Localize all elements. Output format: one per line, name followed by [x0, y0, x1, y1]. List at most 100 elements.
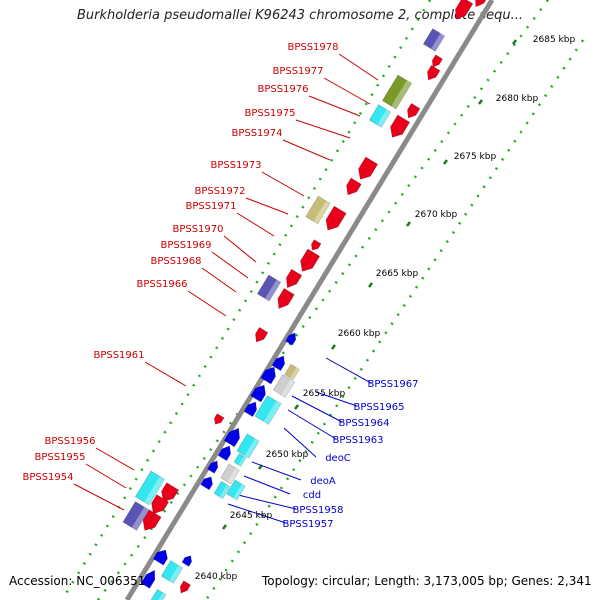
gene-feature: [134, 470, 166, 506]
gene-feature: [368, 104, 392, 128]
leader-line: [73, 483, 125, 511]
leader-line: [211, 251, 249, 279]
gc-track-1: [204, 39, 585, 600]
scale-tick: [294, 404, 299, 410]
gene-feature: [200, 476, 213, 491]
leader-line: [325, 357, 372, 384]
leader-line: [223, 235, 257, 263]
gene-feature: [272, 374, 296, 398]
gene-feature: [161, 482, 180, 503]
scale-labels: 2685 kbp 2680 kbp 2675 kbp 2670 kbp 2665 kbp…: [195, 35, 576, 582]
gene-feature: [122, 501, 150, 531]
gene-label-deoc: deoC: [325, 453, 351, 464]
gene-feature: [285, 332, 297, 346]
leader-line: [287, 409, 337, 440]
gene-label-bpss1976: BPSS1976: [257, 84, 308, 95]
gene-labels: BPSS1978 BPSS1977 BPSS1976 BPSS1975 BPSS1974…: [22, 42, 418, 530]
leader-line: [282, 139, 331, 161]
leader-line: [283, 427, 317, 458]
gene-feature: [236, 433, 260, 459]
gene-label-bpss1968: BPSS1968: [150, 256, 201, 267]
gene-feature: [286, 268, 303, 289]
scale-label: 2680 kbp: [496, 94, 539, 104]
scale-tick: [406, 221, 411, 227]
gene-feature: [243, 401, 257, 417]
gc-dot-tracks: [60, 0, 585, 600]
scale-tick: [478, 99, 483, 105]
scale-tick: [331, 344, 336, 350]
gene-feature: [255, 327, 269, 343]
map-title: Burkholderia pseudomallei K96243 chromos…: [76, 8, 524, 23]
scale-label: 2650 kbp: [266, 450, 309, 460]
gene-feature: [233, 453, 247, 467]
gene-feature: [149, 589, 167, 600]
gene-feature: [179, 580, 191, 594]
leader-line: [261, 171, 305, 197]
gene-feature: [475, 0, 489, 8]
gene-label-cdd: cdd: [303, 490, 321, 501]
gene-feature: [250, 384, 266, 403]
gene-label-bpss1957: BPSS1957: [282, 519, 333, 530]
leader-line: [243, 475, 291, 495]
scale-label: 2645 kbp: [230, 511, 273, 521]
gene-feature: [311, 239, 322, 251]
leader-line: [85, 463, 127, 489]
gene-label-bpss1972: BPSS1972: [194, 186, 245, 197]
scale-label: 2655 kbp: [303, 389, 346, 399]
gene-feature: [284, 363, 300, 381]
gene-feature: [160, 560, 184, 584]
gene-feature: [151, 494, 170, 515]
gene-feature: [142, 509, 162, 531]
gene-label-deoa: deoA: [310, 476, 336, 487]
gene-feature: [346, 177, 362, 196]
gene-label-bpss1958: BPSS1958: [292, 505, 343, 516]
leader-line: [187, 290, 227, 317]
leader-line: [236, 212, 275, 237]
leader-line: [227, 503, 287, 524]
gene-feature: [325, 205, 347, 231]
summary-text: Topology: circular; Length: 3,173,005 bp…: [262, 574, 592, 588]
gene-label-bpss1961: BPSS1961: [93, 350, 144, 361]
leader-line: [295, 119, 351, 139]
gene-feature: [152, 549, 168, 566]
label-leaders: [73, 53, 379, 524]
scale-label: 2660 kbp: [338, 329, 381, 339]
gene-feature: [381, 74, 413, 110]
leader-line: [323, 77, 371, 105]
gene-feature: [390, 114, 411, 138]
gene-label-bpss1969: BPSS1969: [160, 240, 211, 251]
gene-features: [122, 0, 489, 600]
gene-feature: [305, 195, 331, 225]
scale-tick: [222, 524, 227, 530]
gene-feature: [207, 460, 219, 474]
gene-label-bpss1964: BPSS1964: [338, 418, 389, 429]
scale-label: 2670 kbp: [415, 210, 458, 220]
gene-feature: [271, 355, 285, 371]
gene-label-bpss1971: BPSS1971: [185, 201, 236, 212]
leader-line: [233, 493, 297, 510]
gene-label-bpss1954: BPSS1954: [22, 472, 73, 483]
gene-feature: [213, 481, 231, 499]
leader-line: [338, 53, 379, 81]
gene-label-bpss1977: BPSS1977: [272, 66, 323, 77]
gene-feature: [260, 366, 276, 385]
accession-text: Accession: NC_006351: [9, 574, 146, 588]
gene-feature: [217, 445, 231, 461]
scale-label: 2675 kbp: [454, 152, 497, 162]
gene-feature: [277, 287, 295, 309]
gene-feature: [427, 65, 441, 81]
leader-line: [251, 461, 302, 481]
gc-track-0: [97, 0, 549, 600]
gene-label-bpss1963: BPSS1963: [332, 435, 383, 446]
leader-line: [144, 361, 187, 387]
gene-feature: [181, 555, 192, 567]
gene-feature: [455, 0, 474, 20]
gene-feature: [220, 463, 240, 485]
leader-line: [308, 95, 361, 117]
leader-line: [201, 267, 237, 293]
leader-line: [291, 395, 343, 423]
gene-label-bpss1955: BPSS1955: [34, 452, 85, 463]
leader-line: [95, 447, 135, 471]
gene-feature: [226, 479, 246, 501]
